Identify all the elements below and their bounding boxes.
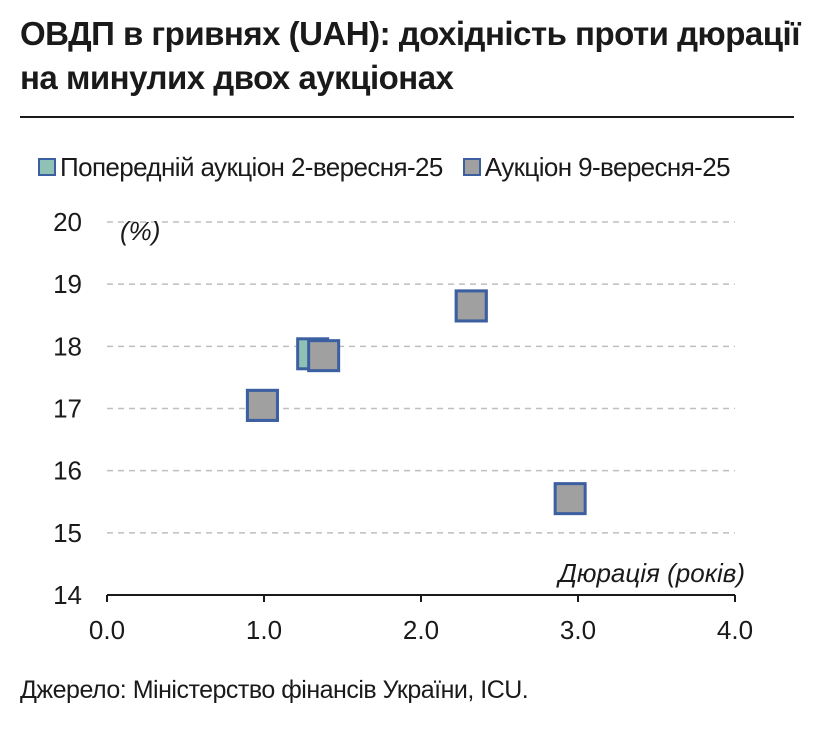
source-note: Джерело: Міністерство фінансів України, … [20,676,529,704]
x-tick-label-2.0: 2.0 [403,615,439,645]
legend-item-current: Аукціон 9-вересня-25 [462,151,731,183]
data-point-series1-3 [553,482,587,516]
x-tick-label-3.0: 3.0 [560,615,596,645]
y-tick-label-17: 17 [53,394,82,424]
legend-swatch-previous [38,158,56,176]
y-axis-unit-label: (%) [120,216,160,246]
y-tick-label-14: 14 [53,580,82,610]
y-tick-label-15: 15 [53,518,82,548]
title-divider [20,116,794,118]
x-axis-title: Дюрація (років) [556,558,745,588]
chart-legend: Попередній аукціон 2-вересня-25 Аукціон … [38,150,750,184]
legend-label-current: Аукціон 9-вересня-25 [484,151,731,182]
y-tick-label-18: 18 [53,331,82,361]
chart-title: ОВДП в гривнях (UAH): дохідність проти д… [20,15,800,96]
data-point-series1-0 [245,388,279,422]
x-tick-label-4.0: 4.0 [717,615,753,645]
y-tick-label-16: 16 [53,456,82,486]
data-point-series1-1 [307,339,341,373]
axes [106,594,736,602]
legend-swatch-current [462,158,481,176]
tick-labels: 14 15 16 17 18 19 20 0.0 1.0 2.0 3.0 4.0 [53,207,753,645]
legend-label-previous: Попередній аукціон 2-вересня-25 [60,151,443,182]
data-points [245,289,587,516]
data-point-series1-2 [454,289,488,323]
y-tick-label-19: 19 [53,269,82,299]
grid-lines [107,221,735,534]
x-tick-label-1.0: 1.0 [246,615,282,645]
legend-item-previous: Попередній аукціон 2-вересня-25 [38,152,443,183]
x-tick-label-0.0: 0.0 [89,615,125,645]
y-tick-label-20: 20 [53,207,82,237]
